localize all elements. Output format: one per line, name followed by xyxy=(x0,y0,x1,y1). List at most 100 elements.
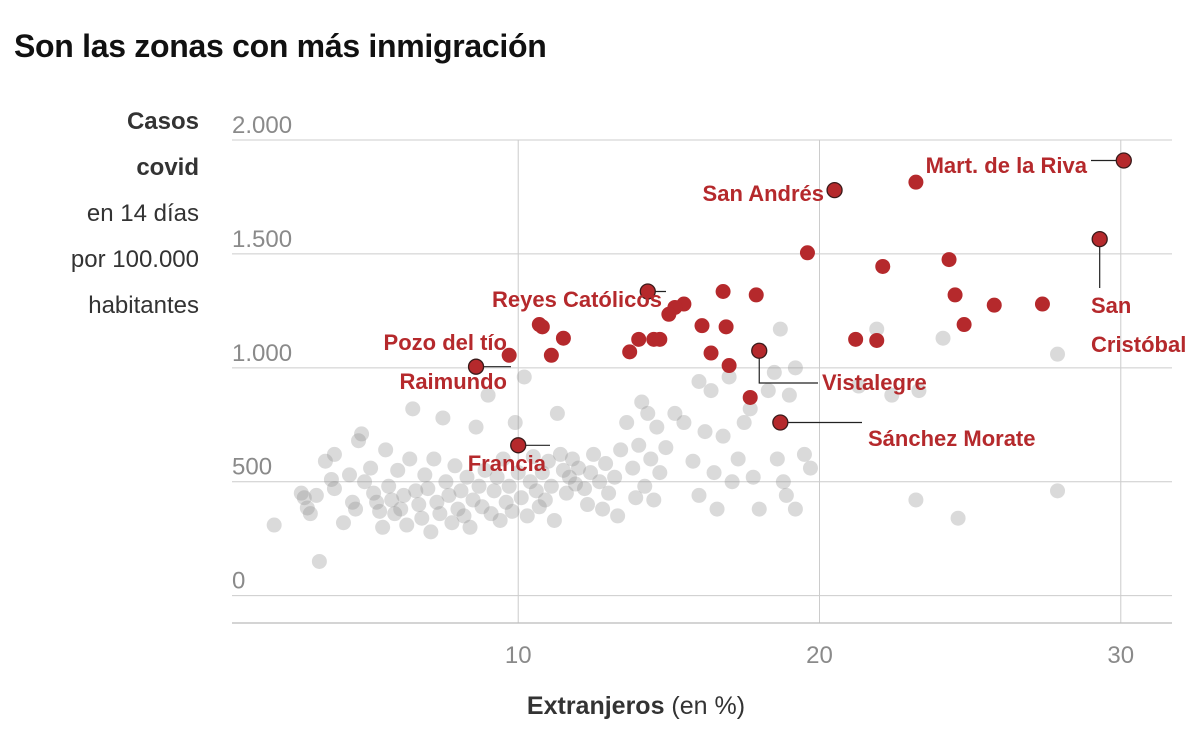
x-tick-label: 30 xyxy=(1107,642,1134,669)
background-point xyxy=(607,469,623,485)
annotation-pozo-del-tio-line-2: Raimundo xyxy=(399,369,507,394)
background-point xyxy=(528,483,544,499)
background-point xyxy=(408,483,424,499)
background-point xyxy=(613,442,629,458)
background-point xyxy=(498,494,514,510)
background-point xyxy=(450,501,466,517)
chart-title: Son las zonas con más inmigración xyxy=(14,28,547,64)
background-point xyxy=(308,487,324,503)
annotation-san-andres: San Andrés xyxy=(703,181,824,206)
background-point xyxy=(366,485,382,501)
background-point xyxy=(513,490,529,506)
highlighted-point xyxy=(799,245,815,261)
background-point xyxy=(580,497,596,513)
background-point xyxy=(477,462,493,478)
background-point xyxy=(480,387,496,403)
annotation-mart-de-la-riva: Mart. de la Riva xyxy=(926,153,1088,178)
background-point xyxy=(586,446,602,462)
background-point xyxy=(537,492,553,508)
background-point xyxy=(348,501,364,517)
y-tick-label: 2.000 xyxy=(232,112,292,139)
background-point xyxy=(649,419,665,435)
background-point xyxy=(447,458,463,474)
background-point xyxy=(851,378,867,394)
highlighted-point-sanchez-morate xyxy=(772,414,789,431)
background-point xyxy=(534,465,550,481)
background-point xyxy=(736,415,752,431)
background-point xyxy=(796,446,812,462)
background-point xyxy=(950,510,966,526)
background-point xyxy=(387,506,403,522)
background-point xyxy=(884,387,900,403)
background-point xyxy=(598,456,614,472)
leader-line-vistalegre xyxy=(758,350,818,384)
background-point xyxy=(766,364,782,380)
background-point xyxy=(429,494,445,510)
background-point xyxy=(577,481,592,497)
background-point xyxy=(778,487,794,503)
highlighted-point xyxy=(742,389,758,405)
background-point xyxy=(399,517,415,533)
background-point xyxy=(706,465,722,481)
annotation-francia: Francia xyxy=(468,451,547,476)
background-point xyxy=(869,321,885,337)
highlighted-point xyxy=(986,297,1002,313)
background-point xyxy=(326,481,342,497)
highlighted-point-mart-de-la-riva xyxy=(1115,152,1132,169)
y-tick-label: 500 xyxy=(232,454,272,481)
background-point xyxy=(751,501,767,517)
background-point xyxy=(685,453,701,469)
background-point xyxy=(342,467,357,483)
background-point xyxy=(742,401,758,417)
background-point xyxy=(519,508,535,524)
annotation-sanchez-morate: Sánchez Morate xyxy=(868,426,1036,451)
background-point xyxy=(1050,483,1066,499)
highlighted-point xyxy=(947,287,963,303)
background-point xyxy=(1050,346,1066,362)
background-point xyxy=(351,433,367,449)
background-point xyxy=(354,426,370,442)
x-tick-label: 10 xyxy=(505,642,532,669)
background-point xyxy=(438,474,454,490)
y-axis-title-line-2: covid xyxy=(136,154,199,181)
highlighted-point xyxy=(869,332,885,348)
highlighted-point xyxy=(1034,296,1050,312)
highlighted-point xyxy=(875,258,891,274)
x-axis-title-rest: (en %) xyxy=(664,692,745,720)
highlighted-point xyxy=(555,330,571,346)
background-point xyxy=(522,474,538,490)
y-axis-title: Casos covid en 14 días por 100.000 habit… xyxy=(71,108,199,319)
background-point xyxy=(592,474,608,490)
background-point xyxy=(302,506,318,522)
y-tick-labels: 0 500 1.000 1.500 2.000 xyxy=(232,112,292,595)
background-point xyxy=(462,519,478,535)
background-point xyxy=(507,415,523,431)
background-point xyxy=(652,465,668,481)
background-point xyxy=(311,553,327,569)
highlighted-point xyxy=(941,252,957,268)
background-point xyxy=(730,451,746,467)
highlighted-point xyxy=(908,174,924,190)
background-point xyxy=(363,460,379,476)
highlighted-point xyxy=(715,284,731,300)
background-point xyxy=(691,487,707,503)
annotation-san-cristobal-line-2: Cristóbal xyxy=(1091,332,1186,357)
background-point xyxy=(453,483,469,499)
background-point xyxy=(709,501,725,517)
background-point xyxy=(567,476,583,492)
background-point xyxy=(525,449,541,465)
background-point xyxy=(468,419,484,435)
annotation-san-cristobal-line-1: San xyxy=(1091,293,1131,318)
highlighted-point xyxy=(718,319,734,335)
background-point xyxy=(610,508,626,524)
background-point xyxy=(492,512,508,528)
background-point xyxy=(345,494,361,510)
background-point xyxy=(465,492,481,508)
background-point xyxy=(504,503,520,519)
annotation-vistalegre: Vistalegre xyxy=(822,370,927,395)
background-point xyxy=(787,501,803,517)
highlighted-point xyxy=(703,345,719,361)
background-point xyxy=(456,508,472,524)
background-point xyxy=(296,490,312,506)
background-point xyxy=(486,483,502,499)
